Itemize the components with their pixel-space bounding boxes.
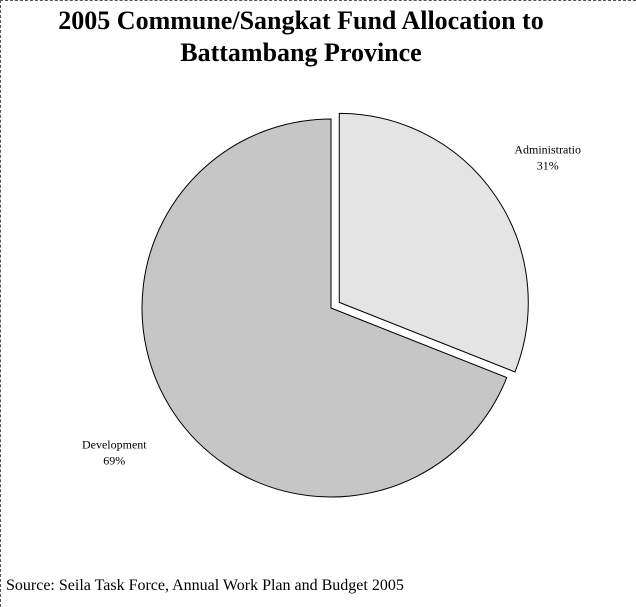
slice-label: Development xyxy=(82,437,147,451)
slice-value-label: 31% xyxy=(537,159,559,173)
pie-slice xyxy=(141,118,508,498)
pie-slice xyxy=(338,112,529,373)
slice-value-label: 69% xyxy=(103,453,125,467)
slice-label: Administratio xyxy=(514,143,581,157)
chart-title: 2005 Commune/Sangkat Fund Allocation to … xyxy=(58,6,544,67)
source-note: Source: Seila Task Force, Annual Work Pl… xyxy=(6,577,404,594)
